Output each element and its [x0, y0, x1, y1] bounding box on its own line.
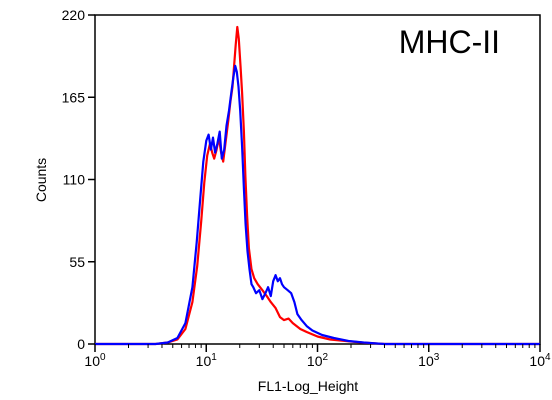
- plot-frame: [94, 14, 541, 345]
- y-tick-label: 110: [63, 172, 86, 188]
- series-1-line: [95, 25, 540, 346]
- chart-annotation: MHC-II: [399, 24, 500, 60]
- y-axis-label: Counts: [33, 158, 49, 202]
- x-axis-label: FL1-Log_Height: [258, 378, 359, 394]
- y-axis: 0 55 110 165 220: [62, 7, 95, 352]
- x-axis: 100 101 102 103 104: [84, 344, 551, 369]
- x-tick-label: 100: [84, 352, 106, 369]
- x-tick-label: 102: [307, 352, 329, 369]
- x-tick-label: 104: [529, 352, 551, 369]
- series-2-line: [95, 64, 540, 346]
- y-tick-label: 220: [62, 7, 86, 23]
- y-tick-label: 165: [62, 89, 86, 105]
- x-tick-label: 101: [196, 352, 218, 369]
- y-tick-label: 0: [77, 336, 85, 352]
- x-tick-label: 103: [418, 352, 440, 369]
- plot-border: [94, 14, 541, 345]
- y-tick-label: 55: [69, 254, 85, 270]
- series-layer: [95, 25, 540, 346]
